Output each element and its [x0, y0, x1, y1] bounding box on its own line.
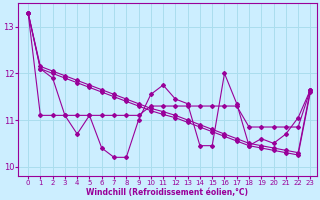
X-axis label: Windchill (Refroidissement éolien,°C): Windchill (Refroidissement éolien,°C)	[86, 188, 248, 197]
